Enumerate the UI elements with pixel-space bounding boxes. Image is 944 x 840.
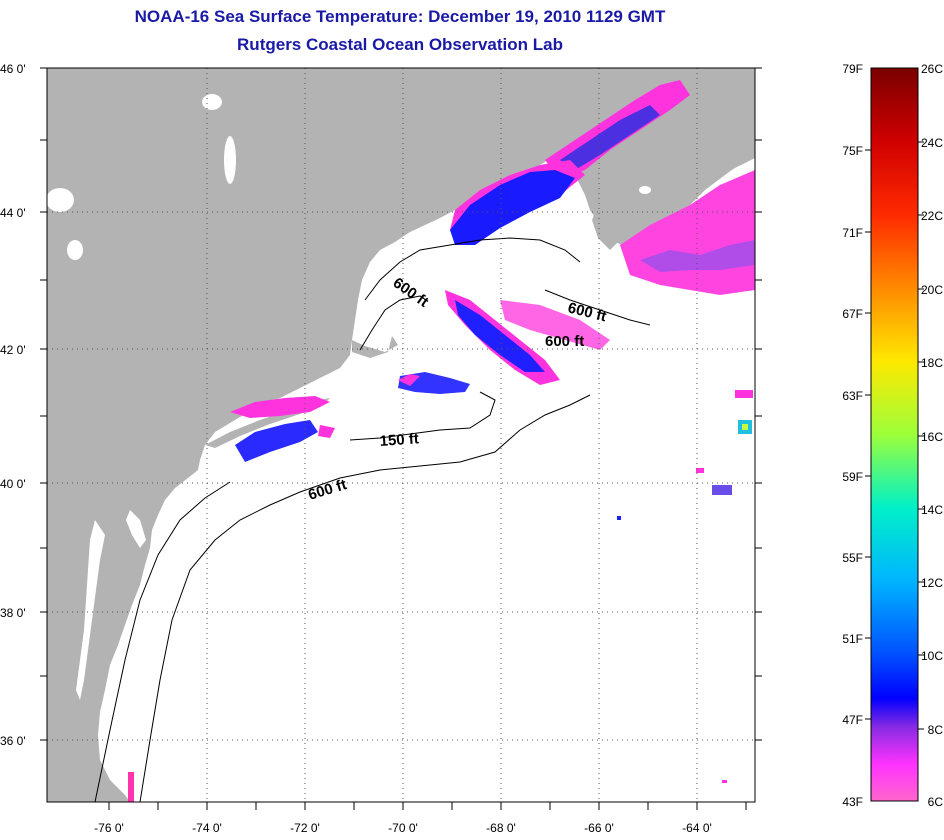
lake — [67, 240, 83, 260]
colorbar-c-label: 6C — [928, 795, 944, 809]
colorbar — [870, 67, 919, 802]
lon-label: -66 0' — [584, 821, 614, 835]
colorbar-f-label: 55F — [842, 551, 863, 565]
colorbar-c-label: 8C — [928, 723, 944, 737]
sst-data — [128, 80, 755, 802]
map-frame — [46, 67, 756, 803]
lat-label: 46 0' — [0, 62, 26, 76]
colorbar-c-label: 10C — [921, 649, 943, 663]
map-title: NOAA-16 Sea Surface Temperature: Decembe… — [134, 7, 666, 26]
land-mainland — [47, 68, 755, 802]
contour-label: 600 ft — [545, 333, 584, 350]
bathymetry-contours — [94, 237, 651, 802]
colorbar-f-label: 75F — [842, 144, 863, 158]
lat-label: 44 0' — [0, 206, 26, 220]
colorbar-f-label: 71F — [842, 226, 863, 240]
colorbar-c-label: 22C — [921, 209, 943, 223]
colorbar-c-label: 14C — [921, 503, 943, 517]
lat-label: 38 0' — [0, 606, 26, 620]
lon-label: -74 0' — [192, 821, 222, 835]
land-nova-scotia — [592, 120, 755, 250]
delaware-bay — [126, 510, 146, 548]
colorbar-f-label: 51F — [842, 632, 863, 646]
colorbar-f-label: 59F — [842, 470, 863, 484]
colorbar-f-label: 63F — [842, 389, 863, 403]
colorbar-c-label: 24C — [921, 136, 943, 150]
lon-label: -70 0' — [388, 821, 418, 835]
lon-label: -72 0' — [290, 821, 320, 835]
colorbar-f-label: 47F — [842, 713, 863, 727]
lake — [47, 188, 74, 212]
colorbar-c-label: 12C — [921, 576, 943, 590]
colorbar-c-label: 26C — [921, 62, 943, 76]
colorbar-c-label: 16C — [921, 430, 943, 444]
lon-label: -76 0' — [94, 821, 124, 835]
lat-label: 42 0' — [0, 343, 26, 357]
lat-label: 40 0' — [0, 477, 26, 491]
colorbar-c-label: 18C — [921, 356, 943, 370]
lake — [202, 94, 222, 110]
colorbar-c-label: 20C — [921, 283, 943, 297]
colorbar-f-label: 43F — [842, 795, 863, 809]
lake — [639, 186, 651, 194]
colorbar-f-label: 79F — [842, 62, 863, 76]
lat-label: 36 0' — [0, 734, 26, 748]
land-cape-cod — [352, 336, 398, 358]
axis-ticks — [40, 67, 762, 810]
chesapeake-bay — [76, 520, 105, 700]
colorbar-f-label: 67F — [842, 307, 863, 321]
lon-label: -64 0' — [682, 821, 712, 835]
contour-label: 150 ft — [379, 430, 419, 450]
colorbar-ticks — [865, 141, 924, 730]
lon-label: -68 0' — [486, 821, 516, 835]
lat-lon-grid — [47, 68, 755, 802]
map-subtitle: Rutgers Coastal Ocean Observation Lab — [237, 35, 563, 54]
lake — [224, 136, 236, 184]
